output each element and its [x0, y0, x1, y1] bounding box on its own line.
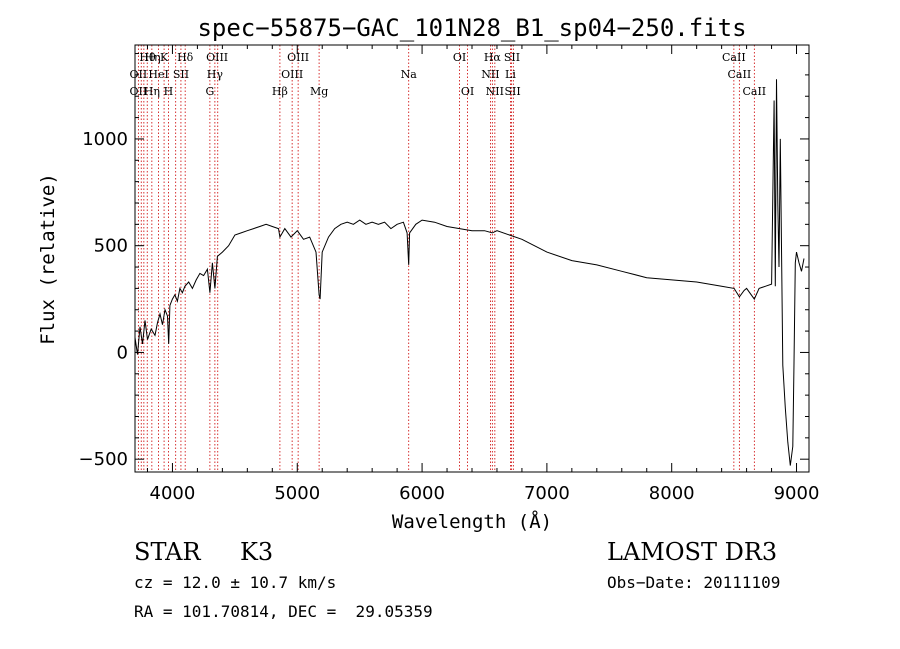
y-axis-label: Flux (relative) — [37, 173, 59, 345]
x-tick-label: 5000 — [274, 483, 320, 504]
line-annotation: NII — [486, 85, 504, 98]
line-annotation: SII — [173, 68, 189, 81]
line-annotation: H — [164, 85, 174, 98]
line-annotation: OIII — [287, 51, 309, 64]
line-annotation: OI — [461, 85, 474, 98]
line-annotation: OIII — [281, 68, 303, 81]
redshift-readout: cz = 12.0 ± 10.7 km/s — [134, 573, 337, 592]
x-tick-label: 7000 — [524, 483, 570, 504]
line-annotation: Hη — [144, 85, 160, 98]
line-annotation: HeI — [148, 68, 168, 81]
line-annotation: Hα — [484, 51, 502, 64]
coordinates-readout: RA = 101.70814, DEC = 29.05359 — [134, 602, 433, 621]
x-tick-label: 4000 — [150, 483, 196, 504]
line-annotation: OI — [453, 51, 466, 64]
line-annotation: Hδ — [177, 51, 194, 64]
line-annotation: Hγ — [207, 68, 224, 81]
axis-ticks: 4000 5000 6000 7000 8000 9000 −500 0 500 1000 — [79, 45, 820, 504]
line-annotation: OIII — [206, 51, 228, 64]
line-annotation: Na — [401, 68, 418, 81]
line-annotation: Hβ — [272, 85, 288, 98]
line-annotation: NII — [481, 68, 499, 81]
y-tick-label: −500 — [79, 449, 128, 470]
line-annotation: K — [160, 51, 169, 64]
line-annotation: OII — [130, 85, 148, 98]
line-annotation: Hθ — [139, 51, 156, 64]
survey-name: LAMOST DR3 — [607, 538, 778, 566]
line-annotation: Hη — [144, 51, 160, 64]
line-annotation: CaII — [742, 85, 766, 98]
y-tick-label: 500 — [94, 236, 128, 257]
spectrum-series-line — [134, 79, 805, 466]
y-tick-label: 1000 — [82, 129, 128, 150]
line-annotation: G — [205, 85, 214, 98]
line-annotation: Li — [505, 68, 516, 81]
reference-lines — [137, 45, 755, 472]
line-annotation: CaII — [728, 68, 752, 81]
object-subclass: K3 — [240, 538, 274, 566]
y-tick-label: 0 — [117, 342, 128, 363]
spectrum-chart: spec−55875−GAC_101N28_B1_sp04−250.fits H… — [37, 14, 820, 533]
line-annotation: SII — [504, 85, 520, 98]
line-annotation: SII — [504, 51, 520, 64]
x-tick-label: 9000 — [774, 483, 820, 504]
x-axis-label: Wavelength (Å) — [392, 510, 552, 533]
object-class: STAR — [134, 538, 201, 566]
line-annotation: Mg — [310, 85, 328, 98]
plot-frame — [134, 44, 810, 473]
chart-title: spec−55875−GAC_101N28_B1_sp04−250.fits — [197, 14, 746, 42]
line-annotation: CaII — [722, 51, 746, 64]
observation-date: Obs−Date: 20111109 — [607, 573, 781, 592]
x-tick-label: 8000 — [649, 483, 695, 504]
x-tick-label: 6000 — [399, 483, 445, 504]
